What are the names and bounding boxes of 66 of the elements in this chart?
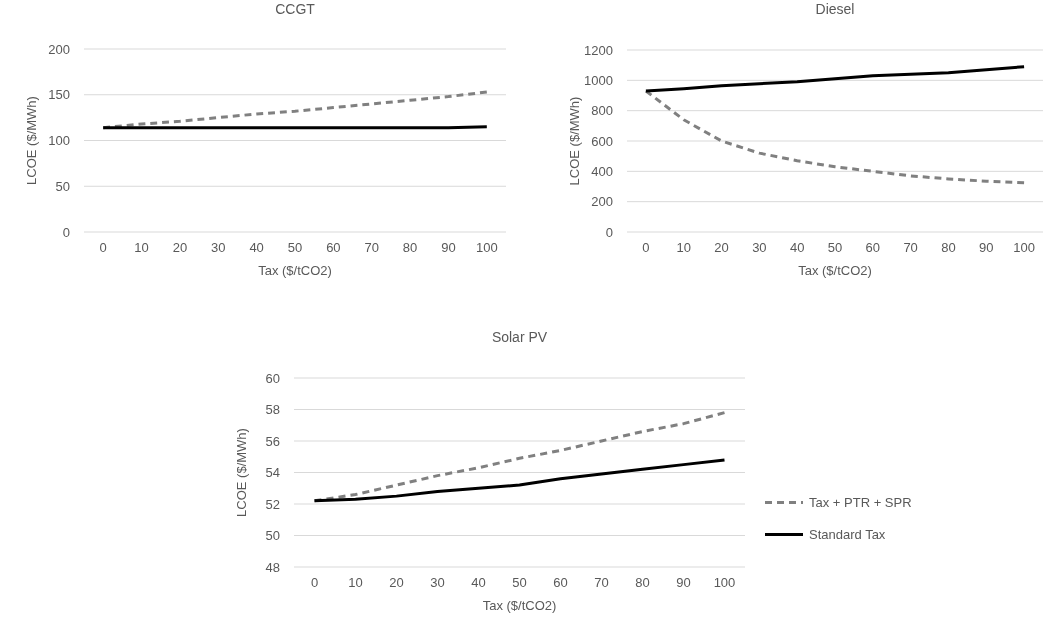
line-series — [644, 65, 1026, 93]
y-tick-label: 150 — [48, 87, 70, 103]
x-tick-label: 90 — [676, 575, 691, 590]
chart-title: Diesel — [815, 1, 855, 17]
x-tick-label: 20 — [714, 240, 729, 255]
legend-label: Standard Tax — [809, 527, 886, 543]
y-tick-label: 200 — [591, 194, 613, 210]
x-tick-label: 100 — [475, 240, 498, 255]
x-tick-label: 60 — [865, 240, 881, 255]
x-tick-label: 0 — [310, 575, 319, 590]
y-tick-label: 58 — [265, 402, 280, 418]
x-tick-label: 50 — [512, 575, 527, 590]
x-tick-label: 70 — [364, 240, 379, 255]
x-tick-label: 80 — [635, 575, 650, 590]
x-tick-label: 0 — [642, 240, 650, 255]
x-tick-label: 10 — [676, 240, 691, 255]
x-tick-label: 60 — [553, 575, 568, 590]
x-axis-title: Tax ($/tCO2) — [258, 263, 332, 278]
y-tick-label: 54 — [265, 465, 280, 481]
y-tick-label: 0 — [605, 224, 613, 240]
x-tick-label: 10 — [134, 240, 149, 255]
x-tick-label: 90 — [441, 240, 456, 255]
x-tick-label: 40 — [789, 240, 805, 255]
y-tick-label: 600 — [591, 133, 613, 149]
x-tick-label: 80 — [402, 240, 418, 255]
x-tick-label: 100 — [1013, 240, 1035, 255]
y-tick-label: 0 — [62, 224, 70, 240]
line-series — [313, 458, 726, 503]
x-tick-label: 0 — [99, 240, 107, 255]
y-tick-label: 60 — [265, 370, 280, 386]
x-tick-label: 50 — [827, 240, 843, 255]
x-tick-label: 60 — [326, 240, 341, 255]
y-tick-label: 50 — [265, 528, 280, 544]
x-tick-label: 90 — [979, 240, 994, 255]
x-tick-label: 10 — [348, 575, 363, 590]
x-tick-label: 20 — [172, 240, 188, 255]
chart-title: Solar PV — [491, 329, 548, 345]
x-tick-label: 50 — [287, 240, 303, 255]
y-tick-label: 52 — [265, 496, 280, 512]
x-tick-label: 20 — [389, 575, 404, 590]
x-tick-label: 40 — [471, 575, 486, 590]
x-tick-label: 30 — [430, 575, 445, 590]
x-tick-label: 70 — [594, 575, 609, 590]
x-tick-label: 70 — [903, 240, 918, 255]
y-tick-label: 50 — [55, 178, 70, 194]
x-tick-label: 40 — [249, 240, 264, 255]
chart-title: CCGT — [275, 1, 316, 17]
y-tick-label: 1000 — [584, 72, 613, 88]
line-series — [644, 89, 1026, 185]
y-tick-label: 100 — [48, 133, 70, 149]
x-tick-label: 30 — [752, 240, 767, 255]
x-axis-title: Tax ($/tCO2) — [798, 263, 872, 278]
legend-label: Tax + PTR + SPR — [809, 495, 912, 511]
y-axis-title: LCOE ($/MWh) — [567, 96, 582, 186]
x-tick-label: 30 — [211, 240, 226, 255]
y-tick-label: 48 — [265, 559, 280, 575]
x-tick-label: 80 — [941, 240, 956, 255]
y-tick-label: 56 — [265, 433, 280, 449]
y-axis-title: LCOE ($/MWh) — [234, 428, 249, 517]
x-axis-title: Tax ($/tCO2) — [482, 598, 557, 613]
x-tick-label: 100 — [713, 575, 736, 590]
y-tick-label: 800 — [591, 103, 613, 119]
y-tick-label: 400 — [591, 163, 613, 179]
y-axis-title: LCOE ($/MWh) — [24, 96, 39, 185]
y-tick-label: 1200 — [584, 42, 613, 58]
y-tick-label: 200 — [48, 41, 70, 57]
